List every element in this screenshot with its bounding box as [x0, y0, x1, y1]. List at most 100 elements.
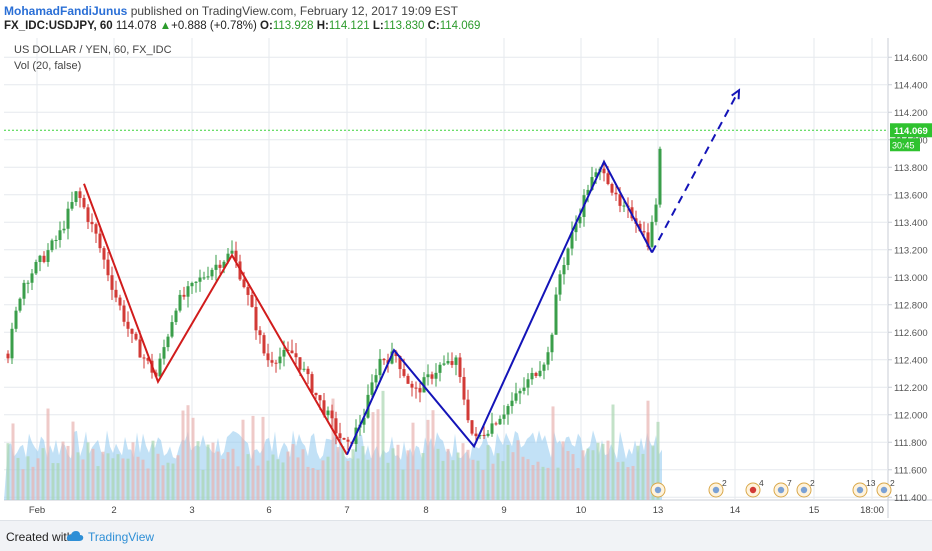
candle-body — [466, 399, 470, 421]
candle-body — [274, 362, 278, 364]
candle-body — [590, 177, 594, 190]
candle-body — [482, 434, 486, 436]
candle-body — [14, 310, 18, 329]
volume-bar — [346, 460, 350, 500]
candle-body — [158, 358, 162, 377]
volume-bar — [411, 422, 415, 500]
candle-body — [554, 294, 558, 335]
volume-bar — [561, 441, 565, 500]
candle-body — [578, 216, 582, 224]
author-link[interactable]: MohamadFandiJunus — [4, 4, 128, 18]
candle-body — [618, 194, 622, 206]
volume-bar — [476, 460, 480, 500]
volume-bar — [226, 452, 230, 500]
volume-bar — [86, 442, 90, 500]
volume-bar — [426, 419, 430, 500]
candle-body — [570, 232, 574, 249]
event-flag-icon — [800, 486, 808, 494]
event-flag-icon — [880, 486, 888, 494]
close-label: C: — [427, 20, 440, 32]
candle-body — [22, 282, 26, 299]
candle-body — [62, 228, 66, 231]
candle-body — [338, 433, 342, 438]
candle-body — [594, 172, 598, 178]
chart-area[interactable]: 114.600114.400114.200114.000113.800113.6… — [4, 38, 932, 518]
up-arrow-icon: ▲ — [159, 20, 172, 32]
candle-body — [70, 202, 74, 209]
volume-bar — [271, 454, 275, 500]
volume-bar — [381, 390, 385, 500]
event-count-label: 2 — [722, 478, 727, 488]
projection-arrow-line — [651, 89, 740, 253]
candle-body — [10, 328, 14, 359]
volume-bar — [501, 461, 505, 500]
volume-bar — [111, 458, 115, 500]
candle-body — [182, 294, 186, 297]
volume-bar — [546, 467, 550, 500]
volume-bar — [596, 442, 600, 500]
candle-body — [94, 224, 98, 234]
volume-bar — [296, 457, 300, 500]
volume-bar — [446, 448, 450, 500]
volume-bar — [21, 469, 25, 500]
volume-bar — [166, 462, 170, 500]
volume-bar — [366, 459, 370, 500]
candle-body — [250, 294, 254, 307]
candle-body — [406, 375, 410, 384]
candle-body — [606, 173, 610, 184]
candle-body — [170, 322, 174, 337]
candle-body — [110, 275, 114, 290]
price-tick-label: 112.800 — [894, 300, 928, 311]
high-label: H: — [316, 20, 329, 32]
volume-bar — [391, 448, 395, 500]
volume-bar — [301, 449, 305, 500]
volume-bar — [526, 459, 530, 500]
volume-bar — [26, 456, 30, 500]
candle-body — [230, 250, 234, 254]
candle-body — [538, 370, 542, 376]
volume-bar — [586, 448, 590, 500]
candle-body — [566, 248, 570, 266]
price-tick-label: 112.600 — [894, 328, 928, 339]
volume-bar — [371, 412, 375, 500]
candle-body — [622, 205, 626, 207]
volume-bar — [141, 459, 145, 500]
candle-body — [262, 335, 266, 354]
volume-bar — [341, 446, 345, 500]
volume-bar — [211, 442, 215, 500]
candle-body — [202, 277, 206, 279]
volume-bar — [281, 462, 285, 500]
candle-body — [122, 305, 126, 322]
candle-body — [510, 400, 514, 407]
volume-bar — [171, 463, 175, 500]
legend-volume[interactable]: Vol (20, false) — [14, 60, 82, 72]
candle-body — [302, 368, 306, 370]
event-flag-icon — [654, 486, 662, 494]
candle-body — [46, 250, 50, 262]
volume-bar — [441, 460, 445, 500]
created-with-label: Created with — [6, 530, 74, 544]
last-price: 114.078 — [115, 20, 157, 32]
time-tick-label: 15 — [809, 505, 820, 516]
candle-body — [530, 372, 534, 380]
candle-body — [642, 231, 646, 233]
price-chart[interactable]: 114.600114.400114.200114.000113.800113.6… — [4, 38, 932, 518]
candle-body — [426, 374, 430, 378]
candle-body — [18, 298, 22, 311]
volume-bar — [101, 451, 105, 500]
candle-body — [90, 221, 94, 225]
candle-body — [214, 264, 218, 270]
volume-bar — [331, 398, 335, 500]
candle-body — [614, 192, 618, 195]
tradingview-link[interactable]: TradingView — [88, 530, 155, 544]
candle-body — [138, 339, 142, 358]
candle-body — [650, 221, 654, 247]
price-tick-label: 113.400 — [894, 218, 928, 229]
candle-body — [318, 395, 322, 401]
price-tick-label: 113.200 — [894, 245, 928, 256]
volume-bar — [81, 459, 85, 500]
volume-bar — [146, 468, 150, 500]
candle-body — [118, 297, 122, 306]
volume-bar — [126, 458, 130, 500]
volume-bar — [581, 450, 585, 500]
